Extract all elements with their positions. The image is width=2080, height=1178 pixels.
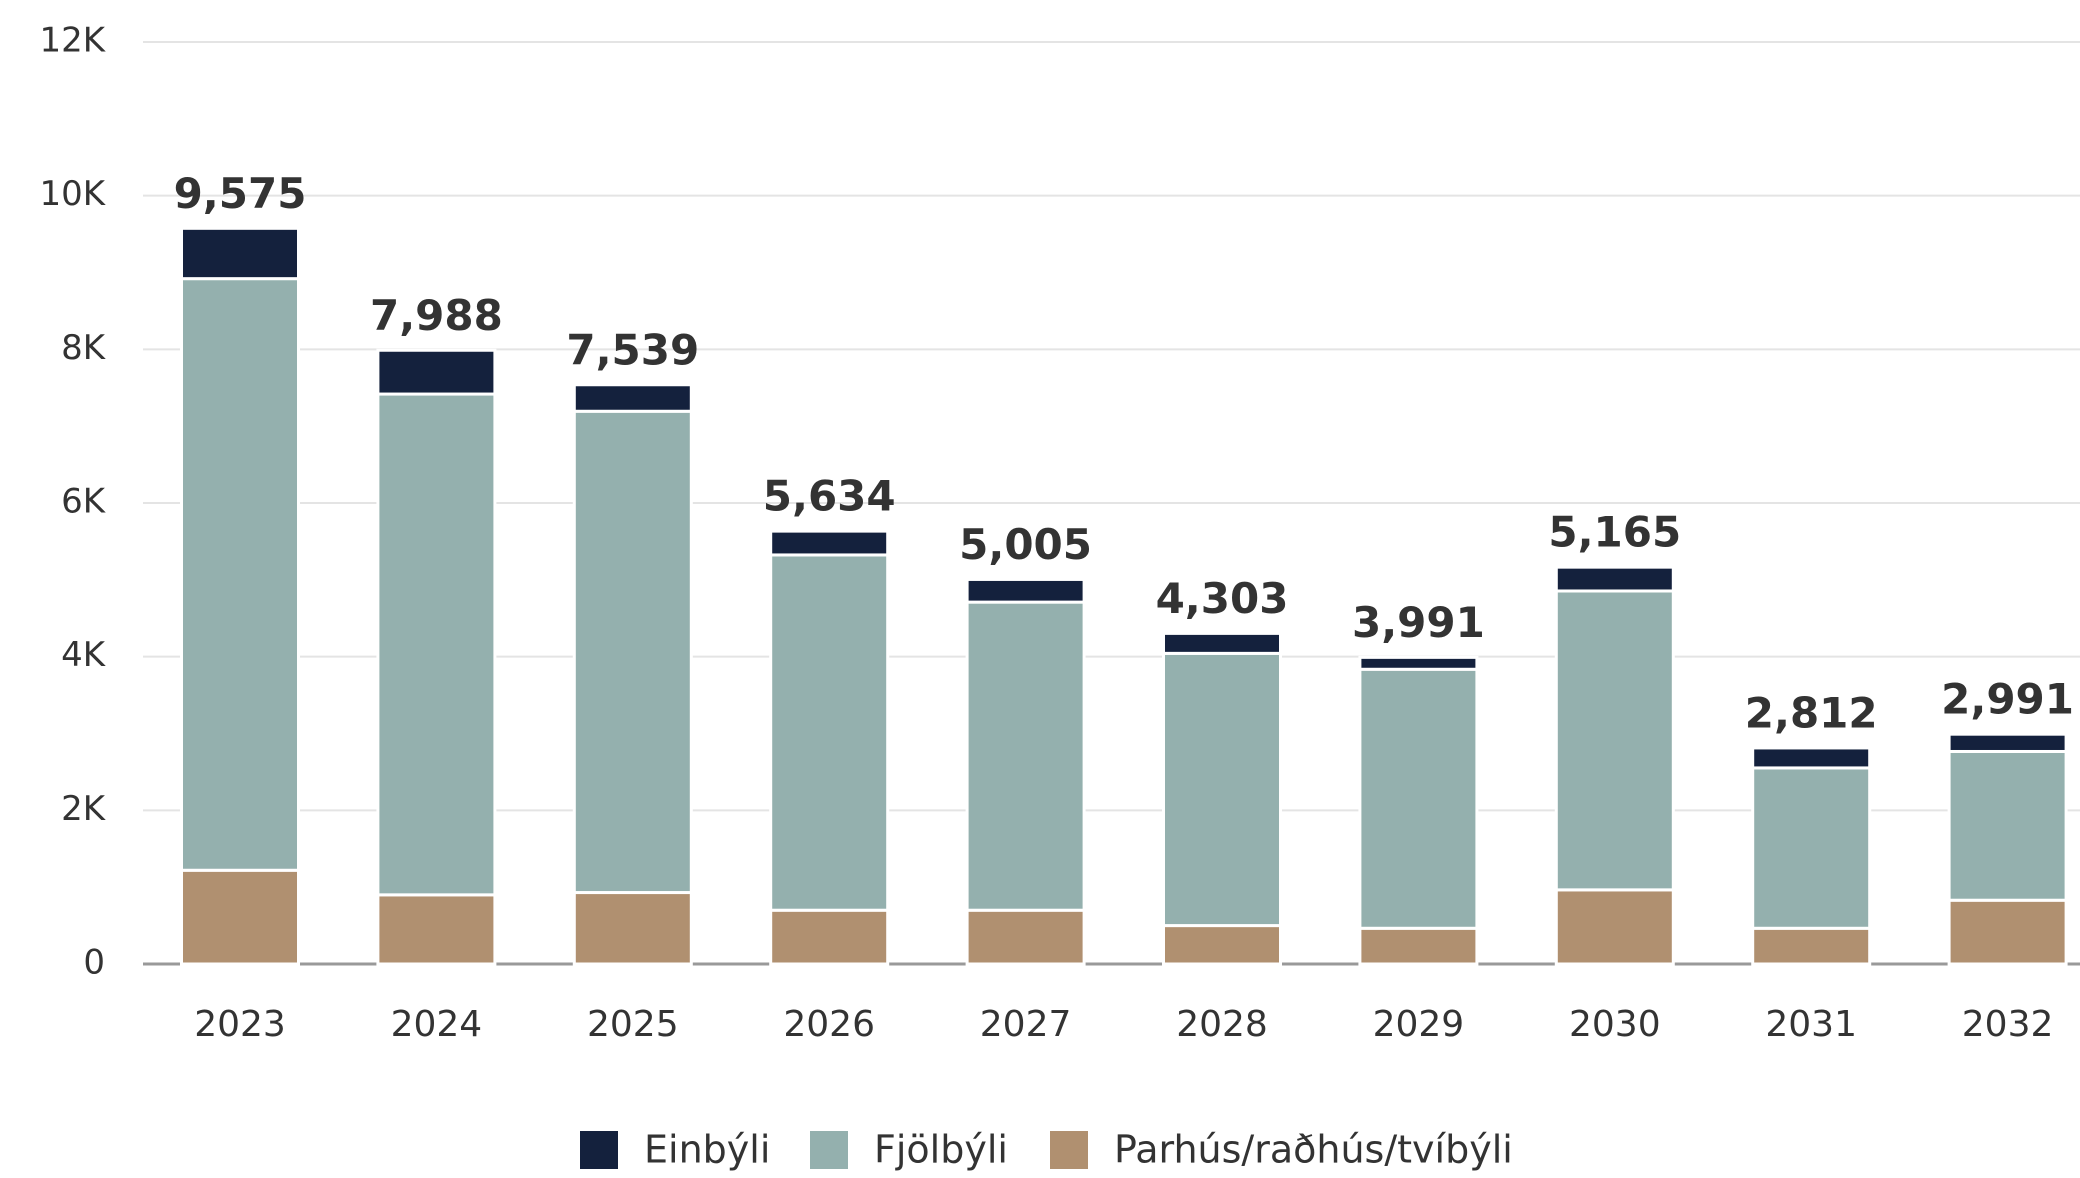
legend-swatch	[1050, 1131, 1088, 1169]
x-tick-label: 2029	[1373, 1004, 1465, 1045]
bar-segment	[965, 600, 1086, 912]
bar-segment	[376, 893, 497, 966]
bar-segment	[572, 409, 693, 895]
bar-segment	[1947, 898, 2068, 966]
bar-segment	[180, 868, 300, 966]
bar-segment	[1358, 926, 1479, 966]
x-tick-label: 2025	[587, 1004, 679, 1045]
bar-segment	[1162, 651, 1282, 928]
x-tick-label: 2026	[783, 1004, 875, 1045]
total-label: 5,165	[1548, 508, 1681, 557]
bar-segment	[769, 529, 890, 557]
bar-segment	[769, 553, 890, 912]
total-label: 9,575	[174, 169, 307, 218]
bar-segment	[376, 392, 497, 897]
bar-segment	[1162, 924, 1282, 966]
bar-segment	[1162, 631, 1282, 655]
bar-segment	[572, 383, 693, 413]
y-tick-label: 6K	[61, 482, 107, 522]
bar-segment	[1554, 565, 1675, 593]
total-label: 7,539	[566, 325, 699, 374]
legend-label: Parhús/raðhús/tvíbýli	[1114, 1128, 1513, 1172]
x-tick-label: 2024	[391, 1004, 483, 1045]
bar-segment	[1358, 667, 1479, 930]
bar-segment	[1358, 655, 1479, 671]
y-tick-label: 12K	[39, 21, 106, 61]
total-label: 5,634	[763, 472, 896, 521]
total-label: 5,005	[959, 520, 1092, 569]
x-tick-label: 2028	[1176, 1004, 1268, 1045]
bar-segment	[1947, 732, 2068, 753]
x-tick-label: 2027	[980, 1004, 1072, 1045]
bar-segment	[1751, 766, 1872, 930]
bar-segment	[376, 348, 497, 396]
bar-segment	[965, 577, 1086, 604]
total-label: 2,812	[1745, 688, 1878, 737]
x-tick-label: 2031	[1765, 1004, 1857, 1045]
y-tick-label: 8K	[61, 328, 107, 368]
legend-swatch	[580, 1131, 618, 1169]
x-tick-label: 2032	[1962, 1004, 2054, 1045]
y-tick-label: 10K	[39, 174, 106, 214]
x-tick-label: 2030	[1569, 1004, 1661, 1045]
bar-segment	[180, 226, 300, 281]
x-tick-label: 2023	[194, 1004, 286, 1045]
bar-segment	[1751, 926, 1872, 966]
y-tick-label: 2K	[61, 789, 107, 829]
total-label: 4,303	[1156, 574, 1289, 623]
bar-segment	[572, 891, 693, 966]
bar-segment	[1554, 888, 1675, 966]
y-tick-label: 4K	[61, 635, 107, 675]
bar-segment	[1751, 746, 1872, 770]
legend-swatch	[810, 1131, 848, 1169]
total-label: 2,991	[1941, 675, 2074, 724]
bar-segment	[180, 277, 300, 872]
bar-segment	[769, 908, 890, 966]
legend-label: Fjölbýli	[874, 1128, 1008, 1172]
legend-label: Einbýli	[644, 1128, 770, 1172]
y-tick-label: 0	[83, 943, 105, 983]
bar-segment	[1947, 749, 2068, 902]
bar-segment	[1554, 589, 1675, 892]
total-label: 3,991	[1352, 598, 1485, 647]
total-label: 7,988	[370, 291, 503, 340]
bar-segment	[965, 908, 1086, 966]
